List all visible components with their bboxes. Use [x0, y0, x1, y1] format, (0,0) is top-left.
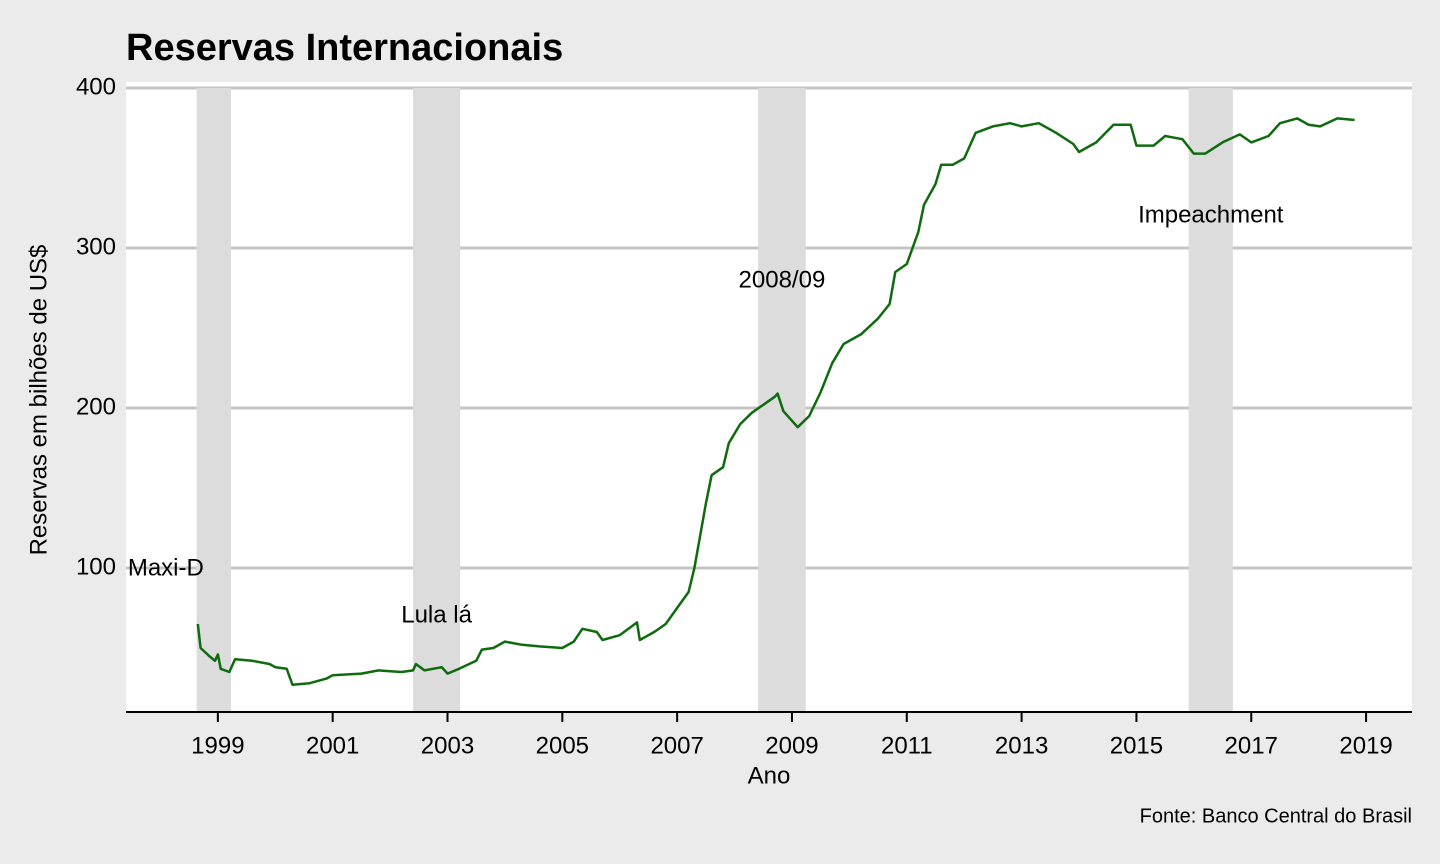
data-line	[196, 117, 1355, 687]
y-tick-label: 400	[76, 73, 116, 100]
x-tick-label: 2007	[650, 732, 703, 759]
x-tick-label: 2003	[421, 732, 474, 759]
x-tick-label: 2001	[306, 732, 359, 759]
x-axis-label: Ano	[748, 762, 791, 789]
period-label: Lula lá	[401, 601, 472, 628]
y-tick-label: 200	[76, 393, 116, 420]
x-tick-label: 2013	[995, 732, 1048, 759]
x-tick-label: 2009	[765, 732, 818, 759]
period-band	[413, 88, 461, 712]
x-tick-label: 2011	[881, 732, 933, 759]
period-label: Impeachment	[1138, 201, 1284, 228]
x-tick-label: 2015	[1110, 732, 1163, 759]
x-tick-label: 2019	[1339, 732, 1392, 759]
x-tick-label: 2017	[1225, 732, 1278, 759]
y-tick-label: 100	[76, 553, 116, 580]
period-band	[758, 88, 806, 712]
period-label: Maxi-D	[128, 554, 204, 581]
chart-title: Reservas Internacionais	[126, 27, 563, 69]
period-band	[1188, 88, 1233, 712]
y-axis-label: Reservas em bilhões de US$	[25, 245, 52, 556]
period-label: 2008/09	[739, 266, 826, 293]
period-band	[196, 88, 232, 712]
x-tick-label: 2005	[536, 732, 589, 759]
source-note: Fonte: Banco Central do Brasil	[1140, 805, 1412, 827]
x-tick-label: 1999	[191, 732, 244, 759]
y-tick-label: 300	[76, 233, 116, 260]
